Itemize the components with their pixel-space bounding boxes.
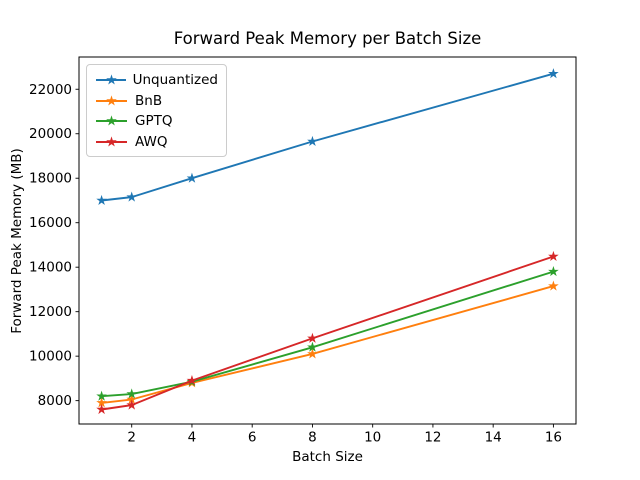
data-point-marker xyxy=(126,393,138,405)
legend-item: BnB xyxy=(95,91,218,112)
x-tick-label: 16 xyxy=(545,430,562,446)
legend-line-star-icon xyxy=(96,95,127,106)
legend-line-star-icon xyxy=(96,136,127,147)
y-axis-label: Forward Peak Memory (MB) xyxy=(9,148,25,334)
y-tick-label: 16000 xyxy=(29,215,72,231)
data-point-marker xyxy=(126,388,138,399)
legend: Unquantized BnB GPTQ AWQ xyxy=(86,64,227,157)
data-point-marker xyxy=(126,191,138,202)
y-tick-label: 18000 xyxy=(29,171,72,187)
legend-label: GPTQ xyxy=(135,113,173,130)
data-point-marker xyxy=(307,348,318,359)
data-point-marker xyxy=(186,375,198,386)
data-point-marker xyxy=(548,68,559,79)
y-tick-label: 8000 xyxy=(38,393,72,409)
plot-border xyxy=(78,56,577,425)
data-point-marker xyxy=(307,341,318,352)
data-point-marker xyxy=(548,280,559,291)
y-tick-label: 14000 xyxy=(29,260,72,276)
y-tick-label: 12000 xyxy=(29,304,72,320)
data-point-marker xyxy=(186,172,198,183)
x-tick-label: 12 xyxy=(424,430,441,446)
x-tick-label: 2 xyxy=(127,430,136,446)
legend-label: Unquantized xyxy=(132,72,218,89)
x-tick-label: 4 xyxy=(188,430,197,446)
legend-item: GPTQ xyxy=(95,111,218,132)
legend-star-icon xyxy=(106,115,117,126)
data-point-marker xyxy=(96,403,107,415)
data-point-marker xyxy=(307,332,318,343)
data-point-marker xyxy=(96,397,107,408)
y-tick-label: 22000 xyxy=(29,82,72,98)
data-point-marker xyxy=(307,135,318,147)
legend-label: AWQ xyxy=(135,133,168,150)
chart-title: Forward Peak Memory per Batch Size xyxy=(173,29,482,48)
y-tick-label: 20000 xyxy=(29,126,72,142)
legend-line-star-icon xyxy=(96,74,126,85)
data-point-marker xyxy=(96,390,107,401)
legend-label: BnB xyxy=(135,92,163,109)
data-point-marker xyxy=(96,194,107,205)
legend-line-star-icon xyxy=(96,115,127,126)
x-tick-label: 10 xyxy=(364,430,381,446)
legend-item: Unquantized xyxy=(95,70,218,91)
legend-star-icon xyxy=(106,136,117,147)
x-tick-label: 8 xyxy=(308,430,317,446)
legend-star-icon xyxy=(106,95,117,106)
x-tick-label: 6 xyxy=(248,430,257,446)
legend-item: AWQ xyxy=(95,132,218,153)
data-point-marker xyxy=(126,399,138,410)
x-axis-label: Batch Size xyxy=(292,449,363,465)
legend-star-icon xyxy=(106,74,117,85)
y-tick-label: 10000 xyxy=(29,349,72,365)
data-point-marker xyxy=(548,266,559,277)
data-point-marker xyxy=(548,250,559,262)
x-tick-label: 14 xyxy=(485,430,502,446)
